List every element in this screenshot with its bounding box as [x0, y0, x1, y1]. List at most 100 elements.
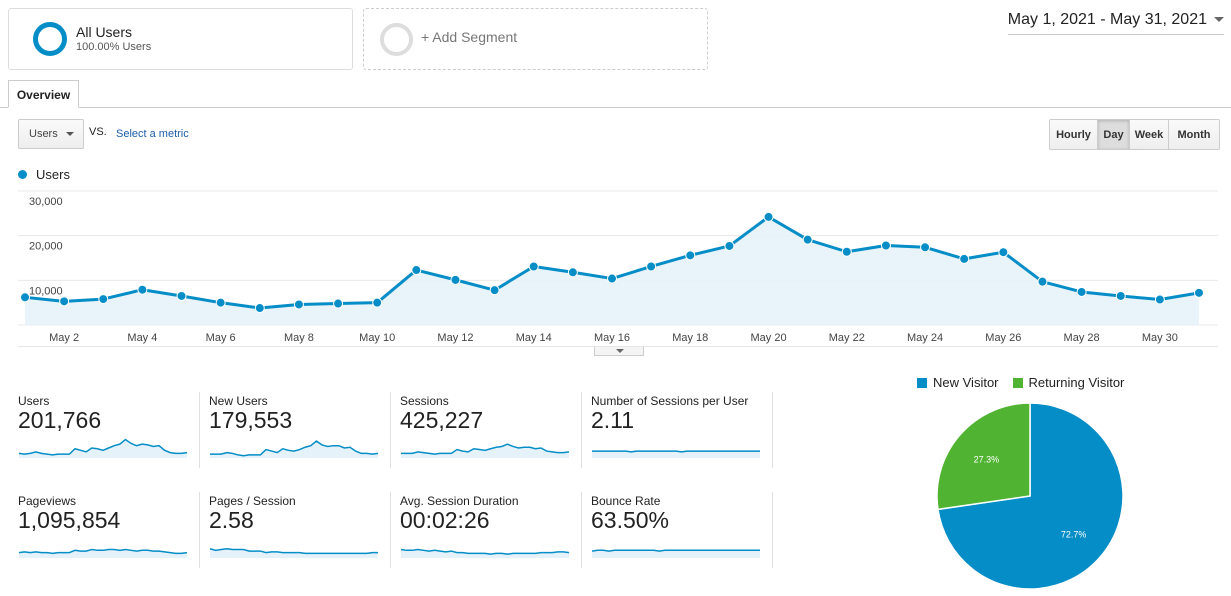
date-range-underline	[1008, 34, 1224, 35]
pie-legend-label-returning: Returning Visitor	[1028, 375, 1125, 390]
users-data-point	[567, 267, 578, 278]
metric-sparkline	[400, 548, 570, 558]
metric-value: 2.58	[209, 507, 254, 533]
metric-selector-label: Users	[29, 128, 58, 140]
metric-sparkline	[401, 443, 570, 458]
tile-divider	[772, 492, 773, 568]
users-data-point	[450, 274, 461, 285]
tile-divider	[581, 392, 582, 468]
users-data-point	[607, 273, 617, 284]
users-data-point	[1194, 287, 1204, 298]
add-segment-label: + Add Segment	[421, 29, 518, 45]
users-data-point	[528, 261, 539, 272]
metric-sparkline	[209, 548, 378, 558]
pie-legend: New Visitor Returning Visitor	[917, 375, 1138, 390]
vs-label: VS.	[89, 126, 107, 138]
sparkline-fill	[401, 444, 569, 458]
granularity-day-button[interactable]: Day	[1098, 120, 1130, 149]
users-data-point	[724, 240, 735, 251]
chart-legend: Users	[18, 167, 70, 182]
granularity-hourly-button[interactable]: Hourly	[1050, 120, 1098, 149]
x-tick-label: May 4	[127, 332, 157, 344]
metric-value: 1,095,854	[18, 507, 121, 533]
users-data-point	[137, 284, 148, 295]
tile-divider	[772, 392, 773, 468]
metric-label: Pages / Session	[209, 494, 296, 508]
x-tick-label: May 8	[284, 332, 314, 344]
tab-overview[interactable]: Overview	[8, 80, 79, 108]
users-data-point	[411, 265, 422, 276]
users-data-point	[685, 250, 696, 261]
tile-divider	[581, 492, 582, 568]
granularity-toggle: Hourly Day Week Month	[1049, 119, 1220, 150]
metric-label: Bounce Rate	[591, 494, 661, 508]
chart-expand-handle[interactable]	[594, 347, 644, 356]
metric-label: Pageviews	[18, 494, 77, 508]
metric-value: 2.11	[591, 407, 635, 433]
sparkline-line	[400, 548, 570, 555]
sparkline-fill	[210, 548, 378, 558]
metric-label: New Users	[209, 394, 268, 408]
users-area-fill	[25, 216, 1199, 325]
metric-tile[interactable]: New Users 179,553	[209, 394, 389, 472]
legend-label-users: Users	[36, 167, 70, 182]
granularity-week-button[interactable]: Week	[1130, 120, 1169, 149]
granularity-month-button[interactable]: Month	[1169, 120, 1219, 149]
tile-divider	[390, 492, 391, 568]
metric-label: Number of Sessions per User	[591, 394, 749, 408]
x-tick-label: May 20	[750, 332, 786, 344]
y-tick-label: 20,000	[29, 241, 63, 253]
pie-swatch-returning	[1012, 377, 1023, 388]
select-metric-link[interactable]: Select a metric	[116, 128, 189, 140]
metric-tile[interactable]: Number of Sessions per User 2.11	[591, 394, 771, 472]
users-data-point	[489, 285, 500, 296]
users-data-point	[1037, 276, 1048, 287]
users-data-point	[763, 211, 774, 222]
add-segment-button[interactable]: + Add Segment	[363, 8, 708, 70]
users-data-point	[333, 298, 344, 309]
pie-slice-label: 72.7%	[1061, 530, 1087, 540]
users-data-point	[959, 253, 970, 264]
metric-tile[interactable]: Users 201,766	[18, 394, 198, 472]
x-tick-label: May 24	[907, 332, 943, 344]
sparkline-line	[209, 548, 378, 555]
metric-selector[interactable]: Users	[18, 119, 84, 149]
users-data-point	[372, 297, 383, 308]
sparkline-line	[18, 438, 188, 456]
pie-legend-item: Returning Visitor	[1012, 375, 1125, 390]
metric-value: 179,553	[209, 407, 293, 433]
x-tick-label: May 28	[1064, 332, 1100, 344]
metric-tile[interactable]: Bounce Rate 63.50%	[591, 494, 771, 572]
metric-value: 00:02:26	[400, 507, 490, 533]
users-data-point	[920, 242, 931, 253]
date-range-caret-icon[interactable]	[1214, 17, 1224, 22]
legend-dot-icon	[18, 170, 27, 179]
sparkline-fill	[592, 451, 760, 458]
metric-tile[interactable]: Pages / Session 2.58	[209, 494, 389, 572]
sparkline-line	[591, 549, 760, 552]
tile-divider	[199, 392, 200, 468]
x-tick-label: May 6	[206, 332, 236, 344]
x-tick-label: May 18	[672, 332, 708, 344]
metric-tile[interactable]: Sessions 425,227	[400, 394, 580, 472]
users-data-point	[20, 292, 30, 303]
segment-card-all-users[interactable]: All Users 100.00% Users	[8, 8, 353, 70]
metric-label: Sessions	[400, 394, 449, 408]
metric-value: 201,766	[18, 407, 102, 433]
date-range-picker[interactable]: May 1, 2021 - May 31, 2021	[1007, 11, 1207, 28]
metric-tile[interactable]: Avg. Session Duration 00:02:26	[400, 494, 580, 572]
metric-tile[interactable]: Pageviews 1,095,854	[18, 494, 198, 572]
users-data-point	[841, 246, 852, 257]
metric-label: Users	[18, 394, 50, 408]
x-tick-label: May 12	[437, 332, 473, 344]
users-data-point	[1076, 286, 1087, 297]
users-data-point	[59, 296, 70, 307]
x-tick-label: May 26	[985, 332, 1021, 344]
segment-name: All Users	[76, 24, 133, 40]
metric-sparkline	[210, 440, 379, 458]
x-tick-label: May 30	[1142, 332, 1178, 344]
metric-label: Avg. Session Duration	[400, 494, 519, 508]
users-data-point	[646, 261, 657, 272]
metric-sparkline	[18, 438, 188, 458]
x-tick-label: May 10	[359, 332, 395, 344]
